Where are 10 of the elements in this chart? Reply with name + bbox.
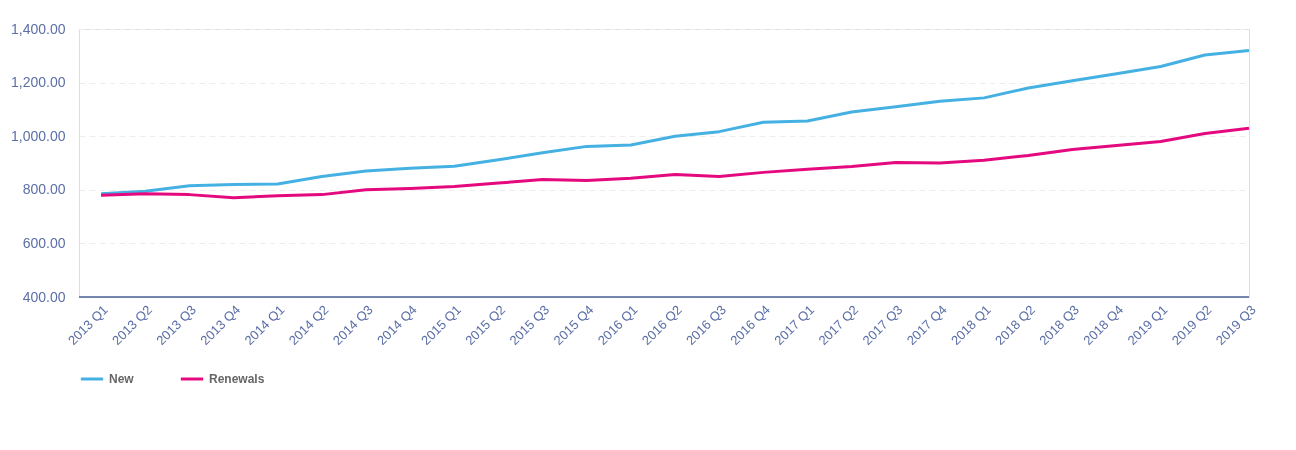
legend-label: Renewals [209, 372, 265, 386]
y-tick-label: 1,000.00 [11, 127, 66, 144]
y-tick-label: 800.00 [22, 181, 66, 198]
y-tick-label: 1,200.00 [11, 74, 66, 91]
line-series [99, 48, 1251, 196]
line-series [99, 126, 1251, 200]
y-tick-label: 600.00 [22, 234, 66, 251]
y-tick-label: 1,400.00 [11, 20, 66, 37]
y-tick-label: 400.00 [22, 288, 66, 305]
legend-label: New [109, 372, 135, 386]
